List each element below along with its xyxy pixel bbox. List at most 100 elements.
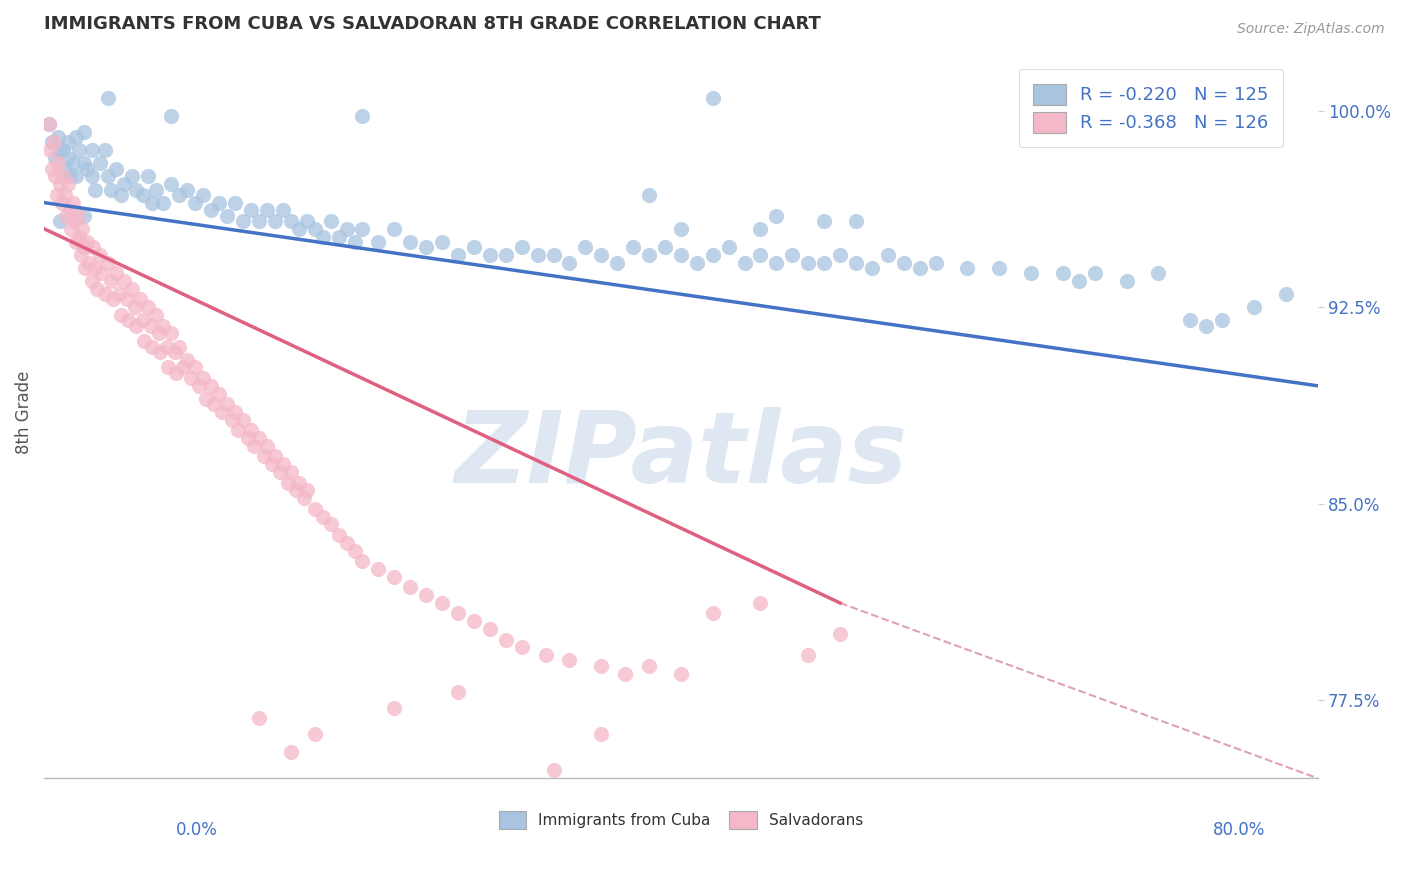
Point <box>328 229 350 244</box>
Point <box>734 256 756 270</box>
Point <box>277 475 299 490</box>
Point <box>669 666 692 681</box>
Point <box>280 214 302 228</box>
Point <box>749 222 772 236</box>
Point <box>184 195 207 210</box>
Point <box>60 222 83 236</box>
Point <box>69 248 91 262</box>
Point <box>813 256 835 270</box>
Point <box>41 136 63 150</box>
Point <box>89 248 111 262</box>
Point <box>73 209 96 223</box>
Point <box>280 745 302 759</box>
Point <box>574 240 596 254</box>
Point <box>988 261 1011 276</box>
Point <box>686 256 709 270</box>
Point <box>65 235 87 249</box>
Y-axis label: 8th Grade: 8th Grade <box>15 370 32 454</box>
Point <box>145 308 167 322</box>
Point <box>62 156 84 170</box>
Point <box>100 274 122 288</box>
Point <box>335 222 357 236</box>
Point <box>288 222 311 236</box>
Point <box>447 248 470 262</box>
Point <box>845 256 868 270</box>
Point <box>187 378 209 392</box>
Point <box>606 256 628 270</box>
Point <box>908 261 931 276</box>
Point <box>352 109 374 123</box>
Point <box>1243 301 1265 315</box>
Point <box>638 187 661 202</box>
Point <box>93 287 115 301</box>
Text: Source: ZipAtlas.com: Source: ZipAtlas.com <box>1237 22 1385 37</box>
Point <box>1115 274 1137 288</box>
Point <box>160 178 183 192</box>
Point <box>58 169 80 184</box>
Point <box>304 222 326 236</box>
Point <box>558 653 581 667</box>
Point <box>86 282 108 296</box>
Point <box>591 727 613 741</box>
Point <box>160 326 183 341</box>
Text: 0.0%: 0.0% <box>176 821 218 838</box>
Point <box>447 685 470 699</box>
Point <box>73 125 96 139</box>
Point <box>67 144 90 158</box>
Point <box>172 360 194 375</box>
Point <box>184 360 207 375</box>
Point <box>343 235 366 249</box>
Point <box>112 178 135 192</box>
Point <box>447 607 470 621</box>
Point <box>165 366 187 380</box>
Point <box>39 144 62 158</box>
Point <box>956 261 979 276</box>
Point <box>169 187 191 202</box>
Point <box>749 248 772 262</box>
Point <box>264 450 287 464</box>
Point <box>749 596 772 610</box>
Point <box>125 183 148 197</box>
Point <box>65 169 87 184</box>
Point <box>67 229 90 244</box>
Point <box>876 248 898 262</box>
Point <box>76 161 98 176</box>
Point <box>382 570 405 584</box>
Point <box>236 431 259 445</box>
Point <box>217 209 239 223</box>
Point <box>614 666 637 681</box>
Point <box>860 261 883 276</box>
Point <box>312 509 335 524</box>
Point <box>382 222 405 236</box>
Point <box>49 144 72 158</box>
Point <box>169 339 191 353</box>
Point <box>49 214 72 228</box>
Point <box>558 256 581 270</box>
Point <box>217 397 239 411</box>
Point <box>38 117 60 131</box>
Point <box>76 235 98 249</box>
Point <box>797 648 820 663</box>
Point <box>97 256 120 270</box>
Point <box>80 144 103 158</box>
Point <box>367 562 389 576</box>
Point <box>382 700 405 714</box>
Point <box>463 240 485 254</box>
Point <box>702 91 724 105</box>
Point <box>104 161 127 176</box>
Point <box>765 256 787 270</box>
Point <box>152 195 174 210</box>
Point <box>243 439 266 453</box>
Point <box>271 203 294 218</box>
Point <box>1019 266 1042 280</box>
Point <box>335 535 357 549</box>
Point <box>1147 266 1170 280</box>
Point <box>100 183 122 197</box>
Point <box>247 711 270 725</box>
Point <box>56 136 79 150</box>
Point <box>149 344 172 359</box>
Point <box>654 240 676 254</box>
Point <box>82 240 104 254</box>
Point <box>104 266 127 280</box>
Point <box>352 222 374 236</box>
